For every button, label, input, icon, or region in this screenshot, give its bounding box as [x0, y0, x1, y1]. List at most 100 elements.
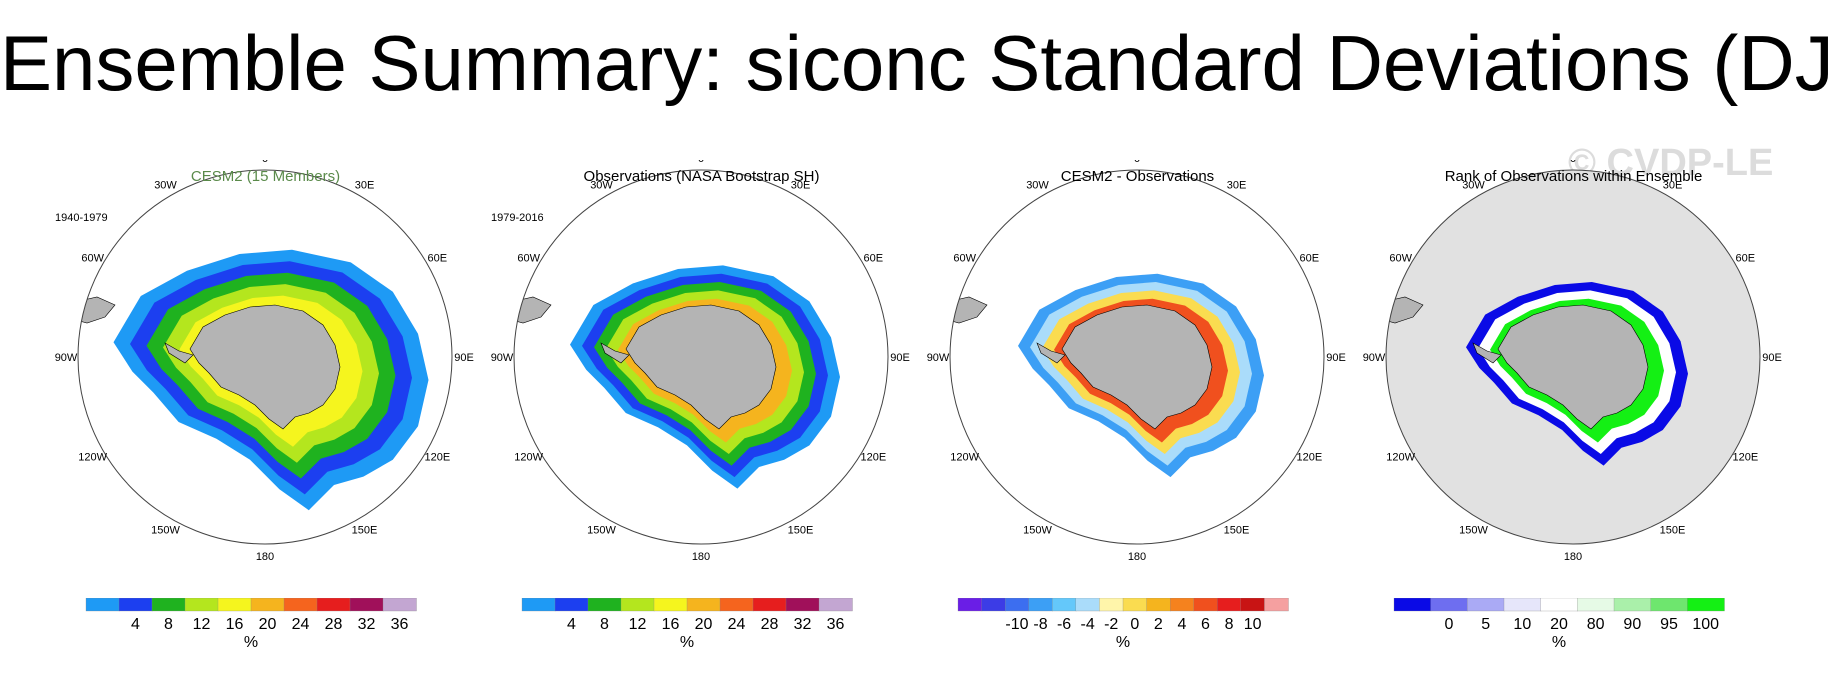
longitude-label: 0	[262, 160, 268, 165]
longitude-label: 90W	[55, 352, 78, 364]
colorbar-unit: %	[1552, 634, 1566, 651]
sea-ice-field	[78, 249, 429, 511]
antarctica-landmass	[1061, 304, 1213, 430]
longitude-label: 120W	[514, 452, 543, 464]
longitude-label: 150W	[1459, 524, 1488, 536]
longitude-label: 150E	[1660, 524, 1686, 536]
colorbar-tick-label: 0	[1130, 616, 1139, 633]
colorbar-tick-label: 32	[794, 616, 812, 633]
period-label: 1940-1979	[55, 212, 108, 224]
colorbar-swatch	[1613, 598, 1652, 612]
colorbar-tick-label: 100	[1692, 616, 1719, 633]
colorbar: 0 5 10 20 80 90 95 100%	[1393, 598, 1725, 651]
colorbar-swatch	[587, 598, 622, 612]
longitude-label: 60E	[1300, 253, 1320, 265]
longitude-label: 0	[698, 160, 704, 165]
colorbar-tick-label: -2	[1104, 616, 1118, 633]
polar-map: 0 30E 60E 90E 120E 150E 180 150W 120W 90W 60W 30W	[927, 160, 1346, 563]
longitude-label: 60E	[864, 253, 884, 265]
colorbar-swatch	[1146, 598, 1171, 612]
longitude-label: 150W	[151, 524, 180, 536]
panel-cesm2-std: 0 30E 60E 90E 120E 150E 180 150W 120W 90W 60W 30W C…	[36, 160, 495, 660]
longitude-label: 0	[1570, 160, 1576, 165]
panel-difference: 0 30E 60E 90E 120E 150E 180 150W 120W 90W 60W 30W C…	[908, 160, 1367, 660]
longitude-label: 180	[1564, 551, 1582, 563]
colorbar-tick-label: 4	[567, 616, 576, 633]
longitude-label: 120W	[1386, 452, 1415, 464]
colorbar-swatch	[653, 598, 688, 612]
colorbar-swatch	[957, 598, 983, 612]
colorbar-tick-label: 5	[1481, 616, 1490, 633]
colorbar-swatch	[85, 598, 120, 612]
colorbar-tick-label: 20	[1550, 616, 1568, 633]
colorbar-swatch	[719, 598, 754, 612]
colorbar-swatch	[151, 598, 186, 612]
colorbar-unit: %	[1116, 634, 1130, 651]
colorbar-tick-label: 24	[728, 616, 746, 633]
colorbar-tick-label: 4	[131, 616, 140, 633]
longitude-label: 180	[1128, 551, 1146, 563]
colorbar-tick-label: 95	[1660, 616, 1678, 633]
longitude-label: 90E	[890, 352, 910, 364]
longitude-label: 30E	[791, 180, 811, 192]
colorbar-swatch	[283, 598, 318, 612]
map-outline	[1385, 169, 1761, 545]
colorbar-swatch	[1467, 598, 1505, 612]
colorbar-tick-label: 6	[1201, 616, 1210, 633]
colorbar-swatch	[1540, 598, 1578, 612]
panel-title: CESM2 - Observations	[1060, 168, 1215, 185]
longitude-label: 120E	[860, 452, 886, 464]
colorbar-swatch	[1099, 598, 1124, 612]
longitude-label: 60E	[1736, 253, 1756, 265]
colorbar-tick-label: 90	[1623, 616, 1641, 633]
colorbar-tick-label: 10	[1244, 616, 1262, 633]
colorbar-tick-label: 10	[1513, 616, 1531, 633]
colorbar-tick-label: 36	[827, 616, 845, 633]
colorbar: 4 8 12 16 20 24 28 32 36%	[521, 598, 853, 651]
colorbar-swatch	[521, 598, 556, 612]
antarctica-landmass	[625, 304, 777, 430]
colorbar-swatch	[316, 598, 351, 612]
longitude-label: 90W	[491, 352, 514, 364]
colorbar-swatch	[1430, 598, 1468, 612]
map-outline	[513, 169, 889, 545]
panel-title: Rank of Observations within Ensemble	[1444, 168, 1703, 185]
colorbar-tick-label: 28	[325, 616, 343, 633]
polar-map: 0 30E 60E 90E 120E 150E 180 150W 120W 90W 60W 30W	[55, 160, 474, 563]
longitude-label: 60W	[1389, 253, 1412, 265]
polar-map: 0 30E 60E 90E 120E 150E 180 150W 120W 90W 60W 30W	[1363, 160, 1782, 563]
colorbar-swatch	[250, 598, 285, 612]
antarctica-landmass	[1497, 304, 1649, 430]
colorbar-swatch	[382, 598, 417, 612]
colorbar-swatch	[1075, 598, 1101, 612]
colorbar: 4 8 12 16 20 24 28 32 36%	[85, 598, 417, 651]
colorbar-swatch	[1122, 598, 1148, 612]
colorbar-unit: %	[680, 634, 694, 651]
longitude-label: 0	[1134, 160, 1140, 165]
colorbar-swatch	[1217, 598, 1242, 612]
map-outline	[77, 169, 453, 545]
longitude-label: 150E	[788, 524, 814, 536]
colorbar-swatch	[981, 598, 1006, 612]
colorbar-tick-label: 8	[600, 616, 609, 633]
map-outline	[949, 169, 1325, 545]
colorbar-swatch	[1028, 598, 1053, 612]
landmass	[1472, 342, 1502, 364]
colorbar-swatch	[818, 598, 853, 612]
longitude-label: 90E	[454, 352, 474, 364]
longitude-label: 60E	[428, 253, 448, 265]
colorbar-swatch	[1687, 598, 1725, 612]
colorbar-tick-label: 16	[662, 616, 680, 633]
colorbar-tick-label: 32	[358, 616, 376, 633]
colorbar-tick-label: 16	[226, 616, 244, 633]
colorbar-tick-label: 36	[391, 616, 409, 633]
colorbar-tick-label: 2	[1154, 616, 1163, 633]
longitude-label: 30E	[355, 180, 375, 192]
longitude-label: 120E	[1296, 452, 1322, 464]
colorbar-swatch	[1577, 598, 1615, 612]
longitude-label: 90W	[1363, 352, 1386, 364]
colorbar-tick-label: -10	[1005, 616, 1028, 633]
colorbar-swatch	[1240, 598, 1266, 612]
colorbar-swatch	[1650, 598, 1688, 612]
colorbar-swatch	[1503, 598, 1542, 612]
